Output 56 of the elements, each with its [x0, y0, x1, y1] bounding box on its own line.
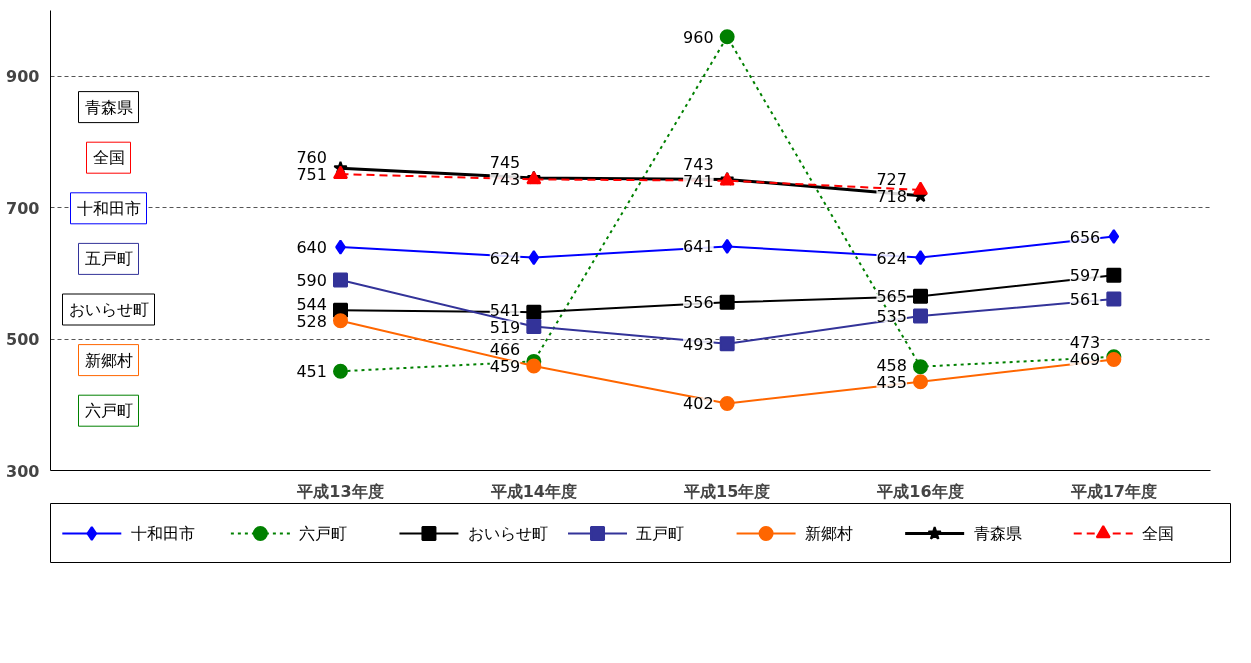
legend-label: 五戸町	[636, 524, 685, 543]
data-label: 656	[1069, 227, 1101, 247]
data-label: 640	[296, 238, 327, 258]
data-label: 561	[1069, 289, 1101, 309]
data-label: 473	[1069, 333, 1101, 353]
y-tick-label: 700	[6, 198, 40, 218]
data-label: 451	[296, 362, 327, 382]
text: おいらせ町	[68, 300, 149, 319]
data-label: 624	[876, 248, 907, 268]
text: 青森県	[84, 97, 133, 117]
x-tick-label: 平成16年度	[876, 481, 964, 501]
data-label: 528	[296, 311, 327, 331]
data-label: 727	[876, 169, 907, 189]
data-label: 745	[489, 153, 521, 173]
text: 新郷村	[84, 350, 133, 370]
x-tick-label: 平成14年度	[489, 481, 577, 501]
y-tick-label: 900	[6, 67, 40, 87]
data-label: 590	[296, 270, 327, 290]
data-label: 597	[1069, 266, 1101, 286]
x-tick-label: 平成17年度	[1069, 481, 1157, 501]
text: 六戸町	[84, 401, 133, 421]
data-label: 493	[683, 334, 714, 354]
data-label: 435	[876, 372, 907, 392]
y-tick-label: 500	[6, 330, 40, 350]
data-label: 718	[876, 186, 907, 206]
data-label: 459	[489, 357, 521, 377]
text: 全国	[92, 148, 125, 168]
data-label: 458	[876, 355, 907, 375]
x-tick-label: 平成13年度	[296, 481, 384, 501]
data-label: 760	[296, 148, 327, 168]
legend-label: 六戸町	[299, 524, 348, 543]
text: 十和田市	[76, 198, 141, 218]
legend-label: 十和田市	[130, 524, 195, 543]
legend-label: 青森県	[973, 524, 1022, 543]
legend-label: 全国	[1142, 524, 1175, 543]
text: 五戸町	[84, 249, 133, 269]
data-label: 466	[489, 340, 521, 360]
data-label: 624	[489, 248, 521, 268]
data-label: 544	[296, 294, 327, 314]
data-label: 556	[683, 293, 714, 313]
data-label: 541	[489, 300, 521, 320]
data-label: 519	[489, 317, 521, 337]
data-label: 960	[683, 27, 714, 47]
data-label: 469	[1069, 350, 1101, 370]
x-tick-label: 平成15年度	[683, 481, 771, 501]
data-label: 741	[683, 171, 714, 191]
data-label: 641	[683, 237, 714, 257]
y-tick-label: 300	[6, 461, 40, 481]
data-label: 751	[296, 165, 327, 185]
data-label: 565	[876, 287, 907, 307]
legend-label: 新郷村	[805, 524, 854, 543]
data-label: 743	[683, 154, 714, 174]
data-label: 535	[876, 307, 907, 327]
legend-label: おいらせ町	[467, 524, 548, 543]
data-label: 743	[489, 170, 521, 190]
data-label: 402	[683, 394, 714, 414]
